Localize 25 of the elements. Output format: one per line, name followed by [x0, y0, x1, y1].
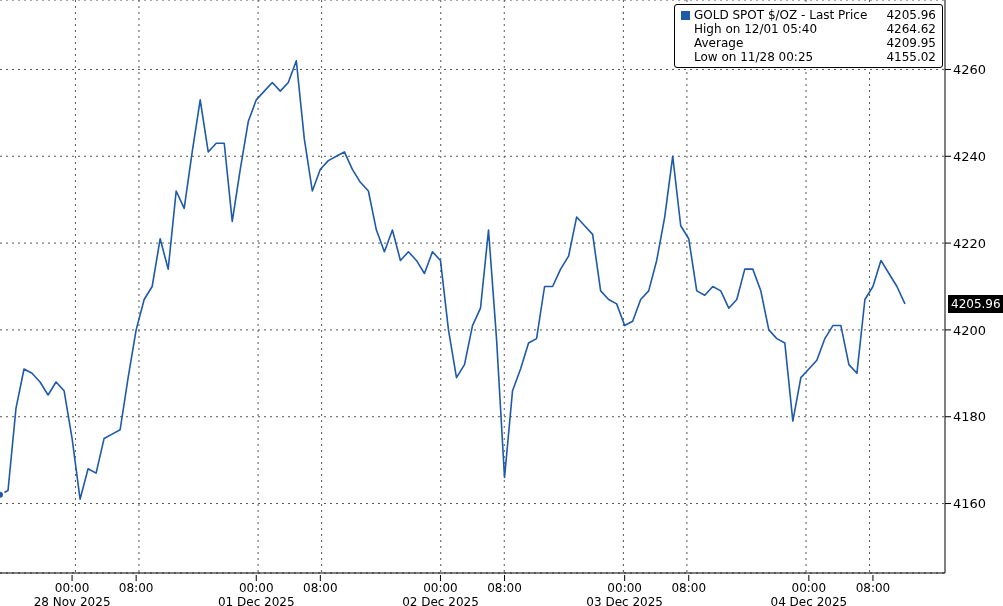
x-tick-label: 08:00 — [118, 581, 154, 595]
annotation: 4205.96 — [886, 8, 936, 22]
y-tick-label: 4220 — [953, 235, 987, 251]
annotation: Average — [694, 36, 745, 50]
annotation: 4209.95 — [886, 36, 936, 50]
annotation: 4264.62 — [886, 22, 936, 36]
x-tick-label: 00:00 28 Nov 2025 — [33, 581, 111, 606]
annotation: Low on 11/28 00:25 — [694, 50, 815, 64]
y-tick-label: 4160 — [953, 496, 987, 512]
x-tick-label: 00:00 03 Dec 2025 — [586, 581, 663, 606]
y-tick-label: 4240 — [953, 148, 987, 164]
annotation: 4155.02 — [886, 50, 936, 64]
text: 4205.96 — [948, 294, 1003, 313]
annotation: High on 12/01 05:40 — [694, 22, 819, 36]
x-tick-label: 08:00 — [671, 581, 707, 595]
x-tick-label: 08:00 — [303, 581, 338, 595]
x-tick-label: 00:00 02 Dec 2025 — [402, 581, 479, 606]
y-tick-label: 4260 — [953, 62, 987, 78]
x-tick-label: 00:00 01 Dec 2025 — [217, 581, 295, 606]
legend-label: GOLD SPOT $/OZ - Last Price — [694, 8, 869, 22]
x-tick-label: 00:00 04 Dec 2025 — [770, 581, 848, 606]
x-tick-label: 08:00 — [855, 581, 891, 595]
x-tick-label: 08:00 — [487, 581, 522, 595]
y-tick-label: 4200 — [953, 322, 987, 338]
y-tick-label: 4180 — [953, 409, 987, 425]
